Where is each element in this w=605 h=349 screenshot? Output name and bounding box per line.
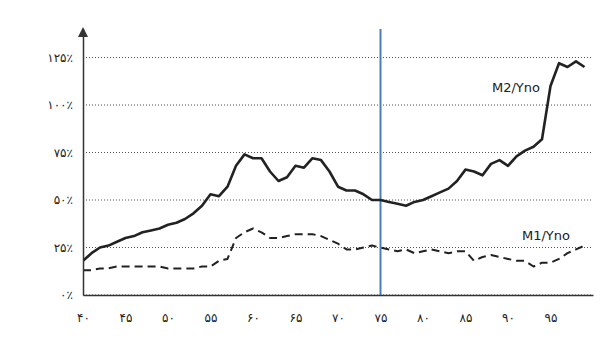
plot-area — [83, 29, 585, 295]
x-tick-label: ۸۵ — [460, 311, 473, 325]
series-label: M2/Yno — [492, 80, 540, 95]
y-tick-label: ۲۵٪ — [54, 241, 73, 255]
grid-line — [83, 105, 593, 106]
x-tick: ۶۰ — [247, 295, 260, 325]
vertical-line — [380, 29, 382, 295]
y-tick: ۷۵٪ — [54, 146, 83, 160]
y-tick: ۱۲۵٪ — [47, 51, 83, 65]
y-tick: ۵۰٪ — [54, 193, 83, 207]
y-tick: ۰٪ — [60, 288, 83, 302]
x-tick: ۹۵ — [545, 295, 558, 325]
y-tick: ۲۵٪ — [54, 241, 83, 255]
grid-line — [83, 295, 593, 296]
chart-svg: ۰٪ ۲۵٪ ۵۰٪ ۷۵٪ ۱۰۰٪ ۱۲۵٪ ۴۰ ۴۵ ۵۰ ۵۵ ۶۰ ۶۵ ۷۰ ۷۵ ۸۰ ۸۵ ۹… — [0, 0, 605, 349]
x-tick: ۴۵ — [120, 295, 133, 325]
x-axis: ۴۰ ۴۵ ۵۰ ۵۵ ۶۰ ۶۵ ۷۰ ۷۵ ۸۰ ۸۵ ۹۰ ۹۵ — [77, 295, 593, 325]
x-tick: ۷۵ — [375, 295, 388, 325]
y-axis-arrow — [78, 27, 88, 37]
x-tick-label: ۷۵ — [375, 311, 388, 325]
x-tick: ۴۰ — [77, 295, 90, 325]
grid-line — [83, 200, 593, 201]
series-labels: M2/Yno M1/Yno — [492, 80, 570, 243]
y-tick-label: ۷۵٪ — [54, 146, 73, 160]
x-tick: ۸۰ — [417, 295, 430, 325]
y-tick: ۱۰۰٪ — [47, 98, 83, 112]
x-tick-label: ۸۰ — [417, 311, 430, 325]
grid-line — [83, 247, 593, 248]
series-line — [83, 229, 585, 271]
grid — [83, 58, 593, 296]
x-tick-label: ۹۵ — [545, 311, 558, 325]
grid-line — [83, 152, 593, 153]
x-tick: ۵۵ — [205, 295, 218, 325]
y-tick-label: ۱۰۰٪ — [47, 98, 73, 112]
x-tick-label: ۹۰ — [502, 311, 515, 325]
grid-line — [83, 57, 593, 58]
x-tick: ۶۵ — [290, 295, 303, 325]
y-axis-line — [83, 30, 85, 296]
y-axis: ۰٪ ۲۵٪ ۵۰٪ ۷۵٪ ۱۰۰٪ ۱۲۵٪ — [47, 30, 83, 303]
series-line — [83, 61, 585, 260]
x-tick-label: ۵۰ — [162, 311, 175, 325]
background — [0, 0, 605, 349]
x-tick-label: ۶۵ — [290, 311, 303, 325]
chart-container: ۰٪ ۲۵٪ ۵۰٪ ۷۵٪ ۱۰۰٪ ۱۲۵٪ ۴۰ ۴۵ ۵۰ ۵۵ ۶۰ ۶۵ ۷۰ ۷۵ ۸۰ ۸۵ ۹… — [0, 0, 605, 349]
y-tick-label: ۵۰٪ — [54, 193, 73, 207]
x-tick-label: ۴۵ — [120, 311, 133, 325]
series-label: M1/Yno — [522, 228, 570, 243]
y-tick-label: ۰٪ — [60, 288, 73, 302]
x-tick-label: ۴۰ — [77, 311, 90, 325]
x-tick: ۷۰ — [332, 295, 345, 325]
x-tick-label: ۶۰ — [247, 311, 260, 325]
y-tick-label: ۱۲۵٪ — [47, 51, 73, 65]
x-axis-line — [84, 295, 594, 297]
x-tick: ۵۰ — [162, 295, 175, 325]
x-tick-label: ۷۰ — [332, 311, 345, 325]
x-tick-label: ۵۵ — [205, 311, 218, 325]
x-tick: ۹۰ — [502, 295, 515, 325]
x-tick: ۸۵ — [460, 295, 473, 325]
